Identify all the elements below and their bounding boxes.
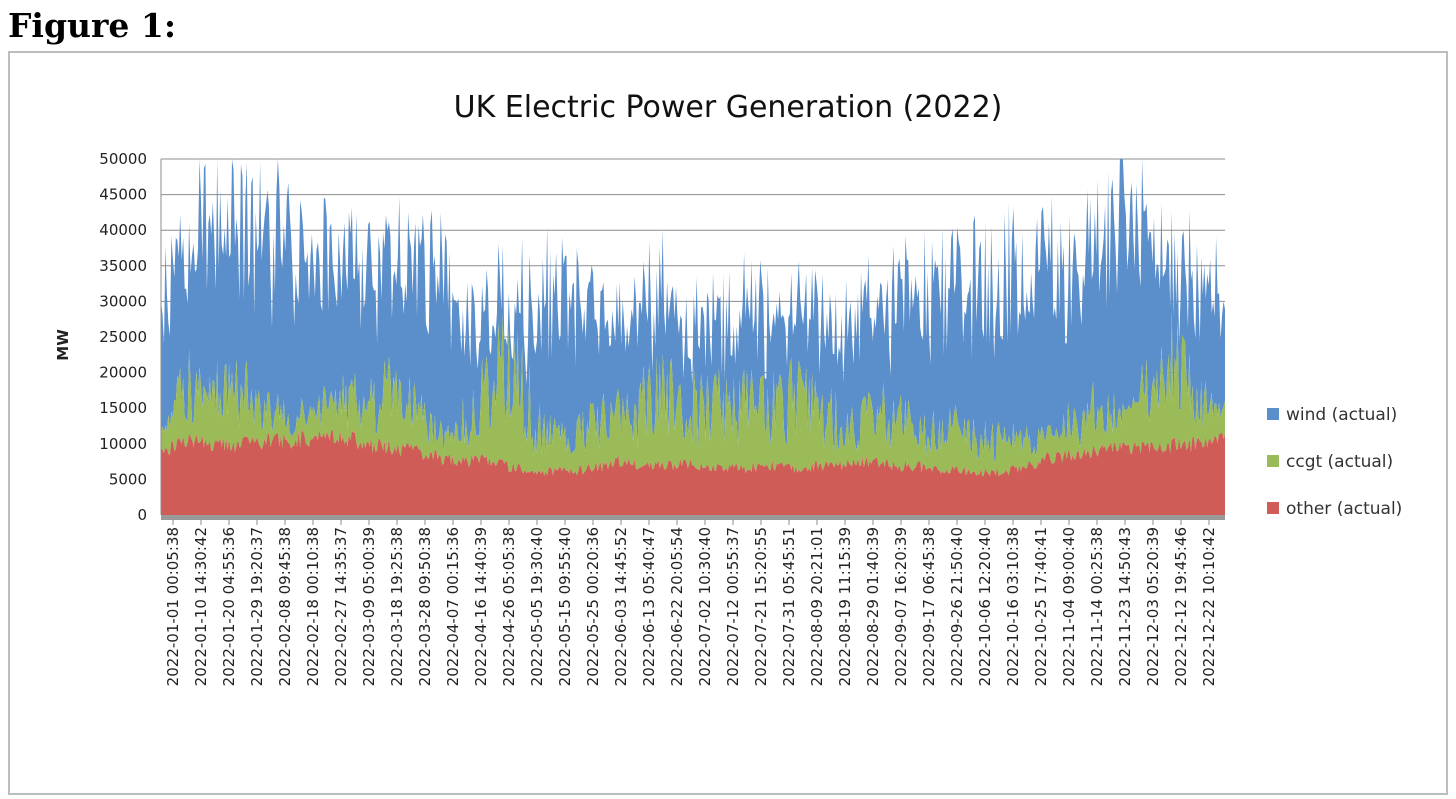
y-tick-label: 0 <box>137 506 147 524</box>
x-tick-label: 2022-04-26 05:05:38 <box>500 527 518 686</box>
x-tick-label: 2022-10-06 12:20:40 <box>976 527 994 686</box>
figure-label: Figure 1: <box>8 6 177 45</box>
x-tick-label: 2022-09-17 06:45:38 <box>920 527 938 686</box>
x-tick-label: 2022-01-01 00:05:38 <box>164 527 182 686</box>
x-tick-label: 2022-05-05 19:30:40 <box>528 527 546 686</box>
x-tick-label: 2022-06-22 20:05:54 <box>668 527 686 686</box>
series-area-wind <box>161 159 1225 464</box>
y-tick-labels: 0 5000 10000 15000 20000 25000 30000 35000 40000… <box>99 150 147 524</box>
x-tick-label: 2022-01-20 04:55:36 <box>220 527 238 686</box>
y-tick-label: 45000 <box>99 186 147 204</box>
x-tick-label: 2022-12-22 10:10:42 <box>1200 527 1218 686</box>
x-tick-label: 2022-08-09 20:21:01 <box>808 527 826 686</box>
x-tick-label: 2022-01-10 14:30:42 <box>192 527 210 686</box>
x-tick-label: 2022-07-31 05:45:51 <box>780 527 798 686</box>
x-tick-label: 2022-05-25 00:20:36 <box>584 527 602 686</box>
x-tick-label: 2022-12-12 19:45:46 <box>1172 527 1190 686</box>
legend-label: wind (actual) <box>1286 405 1397 425</box>
y-tick-label: 50000 <box>99 150 147 168</box>
series-area-other <box>161 429 1225 515</box>
x-tick-label: 2022-11-14 00:25:38 <box>1088 527 1106 686</box>
x-tick-label: 2022-02-08 09:45:38 <box>276 527 294 686</box>
y-tick-label: 25000 <box>99 328 147 346</box>
series-area-ccgt <box>161 310 1225 477</box>
x-tick-label: 2022-05-15 09:55:40 <box>556 527 574 686</box>
y-tick-label: 20000 <box>99 364 147 382</box>
y-tick-label: 40000 <box>99 221 147 239</box>
legend-label: other (actual) <box>1286 499 1402 519</box>
y-tick-label: 35000 <box>99 257 147 275</box>
x-tick-label: 2022-10-16 03:10:38 <box>1004 527 1022 686</box>
legend-swatch <box>1267 455 1279 467</box>
y-axis-label: MW <box>54 329 72 361</box>
x-tick-label: 2022-02-18 00:10:38 <box>304 527 322 686</box>
x-tick-label: 2022-11-23 14:50:43 <box>1116 527 1134 686</box>
x-tick-label: 2022-10-25 17:40:41 <box>1032 527 1050 686</box>
x-axis-baseline <box>161 515 1225 520</box>
x-tick-label: 2022-06-03 14:45:52 <box>612 527 630 686</box>
y-tick-label: 15000 <box>99 399 147 417</box>
legend: wind (actual) ccgt (actual) other (actual) <box>1267 405 1402 519</box>
legend-swatch <box>1267 408 1279 420</box>
x-tick-labels: 2022-01-01 00:05:38 2022-01-10 14:30:42 20… <box>164 520 1218 686</box>
axes <box>160 159 1225 520</box>
x-tick-label: 2022-09-07 16:20:39 <box>892 527 910 686</box>
legend-swatch <box>1267 502 1279 514</box>
chart-title: UK Electric Power Generation (2022) <box>454 90 1003 125</box>
x-tick-label: 2022-04-07 00:15:36 <box>444 527 462 686</box>
x-tick-label: 2022-09-26 21:50:40 <box>948 527 966 686</box>
x-tick-label: 2022-08-29 01:40:39 <box>864 527 882 686</box>
x-tick-label: 2022-03-18 19:25:38 <box>388 527 406 686</box>
x-tick-label: 2022-07-21 15:20:55 <box>752 527 770 686</box>
x-tick-label: 2022-12-03 05:20:39 <box>1144 527 1162 686</box>
x-tick-label: 2022-11-04 09:00:40 <box>1060 527 1078 686</box>
x-tick-label: 2022-08-19 11:15:39 <box>836 527 854 686</box>
x-tick-label: 2022-03-09 05:00:39 <box>360 527 378 686</box>
x-tick-label: 2022-02-27 14:35:37 <box>332 527 350 686</box>
chart-svg: UK Electric Power Generation (2022) 0 500… <box>54 90 1402 686</box>
x-tick-label: 2022-07-12 00:55:37 <box>724 527 742 686</box>
x-tick-label: 2022-03-28 09:50:38 <box>416 527 434 686</box>
x-tick-label: 2022-07-02 10:30:40 <box>696 527 714 686</box>
legend-label: ccgt (actual) <box>1286 452 1393 472</box>
y-tick-label: 5000 <box>109 470 147 488</box>
chart-frame: UK Electric Power Generation (2022) 0 500… <box>8 51 1448 795</box>
x-tick-label: 2022-06-13 05:40:47 <box>640 527 658 686</box>
x-tick-label: 2022-04-16 14:40:39 <box>472 527 490 686</box>
x-tick-label: 2022-01-29 19:20:37 <box>248 527 266 686</box>
y-tick-label: 30000 <box>99 292 147 310</box>
area-series <box>161 159 1225 515</box>
y-tick-label: 10000 <box>99 435 147 453</box>
